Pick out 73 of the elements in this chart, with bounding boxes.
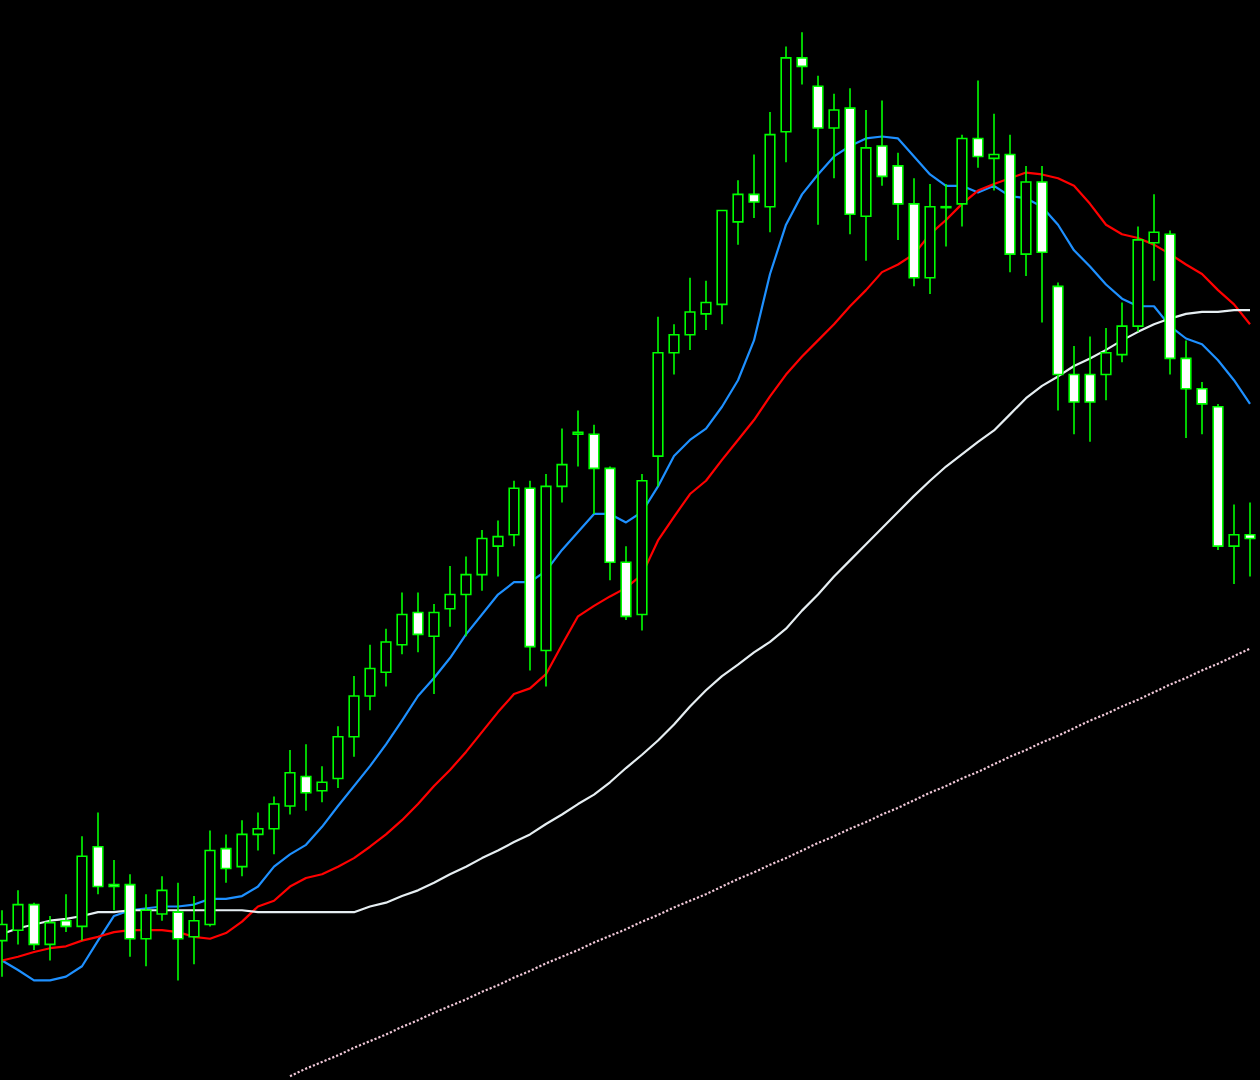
candlestick — [76, 835, 88, 942]
candlestick — [524, 479, 536, 672]
candlestick — [748, 153, 760, 219]
candlestick — [268, 795, 280, 856]
candlestick — [924, 183, 936, 295]
candlestick — [1020, 165, 1032, 277]
candlestick — [860, 109, 872, 262]
candlestick — [1052, 281, 1064, 412]
candlestick — [508, 479, 520, 547]
candlestick — [1148, 193, 1160, 282]
candlestick — [108, 859, 120, 912]
candlestick — [60, 893, 72, 933]
candlestick — [92, 811, 104, 895]
candlestick — [876, 99, 888, 187]
candlestick — [284, 749, 296, 816]
candlestick — [332, 725, 344, 789]
candlestick — [1068, 345, 1080, 436]
candlestick — [588, 423, 600, 515]
candlestick — [412, 591, 424, 654]
candlestick — [540, 473, 552, 688]
candlestick — [988, 112, 1000, 192]
candlestick — [1004, 133, 1016, 273]
candlestick — [764, 111, 776, 234]
candlestick — [156, 875, 168, 922]
candlestick — [236, 819, 248, 877]
candlestick — [1116, 301, 1128, 363]
candlestick — [1164, 229, 1176, 376]
candlestick — [940, 183, 952, 248]
candlestick — [364, 643, 376, 711]
candlestick — [700, 279, 712, 331]
candlestick — [1036, 165, 1048, 324]
candlestick — [316, 765, 328, 803]
candlestick — [44, 915, 56, 962]
candlestick — [1180, 339, 1192, 439]
candlestick — [972, 79, 984, 169]
candlestick — [396, 591, 408, 656]
candlestick — [796, 31, 808, 86]
candlestick — [620, 545, 632, 621]
candlestick — [892, 151, 904, 241]
candlestick — [732, 179, 744, 246]
candlestick — [444, 565, 456, 628]
candlestick — [828, 93, 840, 180]
candlestick — [1100, 327, 1112, 401]
candlestick — [1228, 503, 1240, 585]
candlestick — [140, 893, 152, 968]
candlestick — [780, 45, 792, 163]
candlestick — [380, 627, 392, 688]
candlestick — [460, 555, 472, 638]
candlestick — [1196, 381, 1208, 436]
candlestick — [220, 833, 232, 884]
candlestick — [492, 519, 504, 578]
candlestick — [1244, 501, 1256, 578]
candlestick — [652, 315, 664, 488]
candlestick — [12, 889, 24, 946]
candlestick — [124, 873, 136, 958]
candlestick — [636, 473, 648, 632]
candlestick — [1084, 335, 1096, 443]
candlestick — [812, 75, 824, 226]
candlestick — [428, 603, 440, 695]
candlestick — [668, 323, 680, 376]
candlestick — [844, 87, 856, 235]
candlestick — [252, 811, 264, 852]
candlestick — [300, 743, 312, 812]
candlestick — [556, 427, 568, 504]
candlestick — [172, 881, 184, 982]
candlestick — [684, 277, 696, 351]
candlestick — [572, 409, 584, 468]
candlestick — [1132, 225, 1144, 333]
candlestick — [908, 177, 920, 288]
candlestick — [476, 529, 488, 592]
candlestick — [348, 675, 360, 758]
candlestick — [956, 133, 968, 228]
candlestick — [188, 895, 200, 966]
